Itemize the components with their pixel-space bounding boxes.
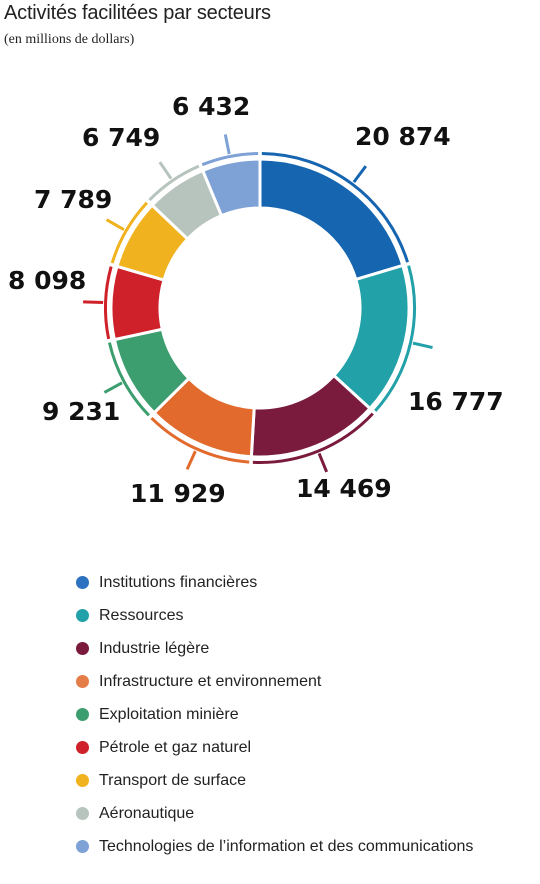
legend-label: Institutions financières: [99, 573, 258, 591]
donut-chart: 20 874 16 777 14 469 11 929 9 231 8 098 7 789 6…: [8, 92, 504, 508]
leader-tick-infrastructure-et-environnement: [185, 450, 197, 470]
value-label-industrie-legere: 14 469: [296, 474, 392, 503]
legend-label: Exploitation minière: [99, 705, 239, 723]
leader-tick-exploitation-miniere: [103, 381, 123, 394]
accent-arc-industrie-legere: [252, 412, 374, 464]
chart-subtitle: (en millions de dollars): [4, 32, 135, 47]
accent-arc-infrastructure-et-environnement: [150, 416, 250, 464]
value-label-institutions-financieres: 20 874: [355, 122, 451, 151]
slice-institutions-financieres: [258, 157, 405, 282]
legend-swatch: [76, 807, 89, 820]
legend-item-infrastructure-et-environnement: Infrastructure et environnement: [76, 665, 473, 698]
legend-swatch: [76, 774, 89, 787]
accent-arc-ressources: [374, 265, 416, 412]
accent-arc-institutions-financieres: [261, 152, 409, 263]
accent-arc-petrole-et-gaz-naturel: [104, 266, 113, 340]
slice-technologies-de-l-information-et-des-communications: [200, 157, 262, 218]
legend-item-ressources: Ressources: [76, 599, 473, 632]
legend-item-aeronautique: Aéronautique: [76, 797, 473, 830]
legend-item-exploitation-miniere: Exploitation minière: [76, 698, 473, 731]
legend-item-transport-de-surface: Transport de surface: [76, 764, 473, 797]
value-label-ressources: 16 777: [408, 387, 504, 416]
accent-arc-exploitation-miniere: [107, 342, 150, 417]
legend-swatch: [76, 840, 89, 853]
legend-swatch: [76, 741, 89, 754]
legend-label: Transport de surface: [99, 771, 247, 789]
legend-item-institutions-financieres: Institutions financières: [76, 566, 473, 599]
leader-tick-petrole-et-gaz-naturel: [83, 300, 104, 305]
accent-arc-transport-de-surface: [110, 201, 149, 264]
legend-swatch: [76, 675, 89, 688]
value-label-transport-de-surface: 7 789: [34, 185, 112, 214]
legend-item-petrole-et-gaz-naturel: Pétrole et gaz naturel: [76, 731, 473, 764]
chart-title: Activités facilitées par secteurs: [4, 2, 271, 24]
leader-tick-ressources: [412, 341, 433, 350]
legend-swatch: [76, 576, 89, 589]
value-label-technologies-de-l-information-et-des-communications: 6 432: [172, 92, 250, 121]
legend-swatch: [76, 708, 89, 721]
legend-item-industrie-legere: Industrie légère: [76, 632, 473, 665]
legend-label: Pétrole et gaz naturel: [99, 738, 252, 756]
legend-item-technologies-de-l-information-et-des-communications: Technologies de l’information et des com…: [76, 830, 473, 863]
legend-swatch: [76, 609, 89, 622]
legend-label: Ressources: [99, 606, 184, 624]
value-label-exploitation-miniere: 9 231: [42, 397, 120, 426]
leader-tick-aeronautique: [158, 161, 173, 180]
leader-tick-transport-de-surface: [105, 218, 125, 231]
leader-tick-technologies-de-l-information-et-des-communications: [223, 134, 231, 155]
accent-arc-aeronautique: [148, 164, 200, 202]
accent-arc-technologies-de-l-information-et-des-communications: [201, 152, 259, 167]
leader-tick-industrie-legere: [317, 452, 329, 473]
leader-tick-institutions-financieres: [352, 165, 368, 184]
legend-label: Industrie légère: [99, 639, 210, 657]
chart-legend: Institutions financières Ressources Indust…: [76, 566, 473, 863]
legend-label: Aéronautique: [99, 804, 195, 822]
value-label-infrastructure-et-environnement: 11 929: [130, 479, 226, 508]
value-label-petrole-et-gaz-naturel: 8 098: [8, 266, 86, 295]
legend-swatch: [76, 642, 89, 655]
value-label-aeronautique: 6 749: [82, 123, 160, 152]
legend-label: Technologies de l’information et des com…: [99, 837, 474, 855]
legend-label: Infrastructure et environnement: [99, 672, 322, 690]
